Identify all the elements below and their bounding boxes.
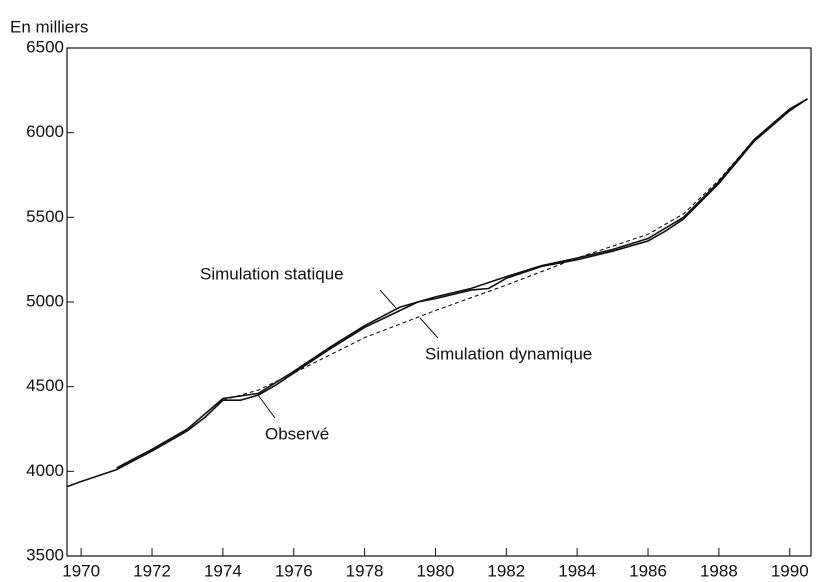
x-tick-label: 1984 <box>558 561 596 580</box>
y-axis-label: En milliers <box>10 17 88 36</box>
annotation-arrow <box>379 289 397 309</box>
series-line <box>116 98 808 469</box>
y-tick-label: 5000 <box>26 291 64 310</box>
x-tick-label: 1990 <box>771 561 809 580</box>
x-tick-label: 1970 <box>62 561 100 580</box>
series-line <box>66 98 808 488</box>
y-tick-label: 3500 <box>26 545 64 564</box>
annotation: Simulation statique <box>200 264 344 283</box>
x-tick-label: 1986 <box>629 561 667 580</box>
annotation-arrow <box>257 394 276 419</box>
plot-frame <box>66 47 812 557</box>
y-tick-label: 5500 <box>26 207 64 226</box>
annotation-arrow <box>419 317 439 339</box>
x-tick-label: 1976 <box>275 561 313 580</box>
x-tick-label: 1974 <box>204 561 242 580</box>
y-tick-label: 6000 <box>26 122 64 141</box>
y-tick-label: 4500 <box>26 376 64 395</box>
x-tick-label: 1972 <box>133 561 171 580</box>
x-tick-label: 1982 <box>487 561 525 580</box>
y-tick-label: 4000 <box>26 461 64 480</box>
x-tick-label: 1980 <box>417 561 455 580</box>
x-tick-label: 1988 <box>700 561 738 580</box>
y-tick-label: 6500 <box>26 37 64 56</box>
x-tick-label: 1978 <box>346 561 384 580</box>
annotation: Simulation dynamique <box>425 344 592 363</box>
annotation: Observé <box>265 424 329 443</box>
